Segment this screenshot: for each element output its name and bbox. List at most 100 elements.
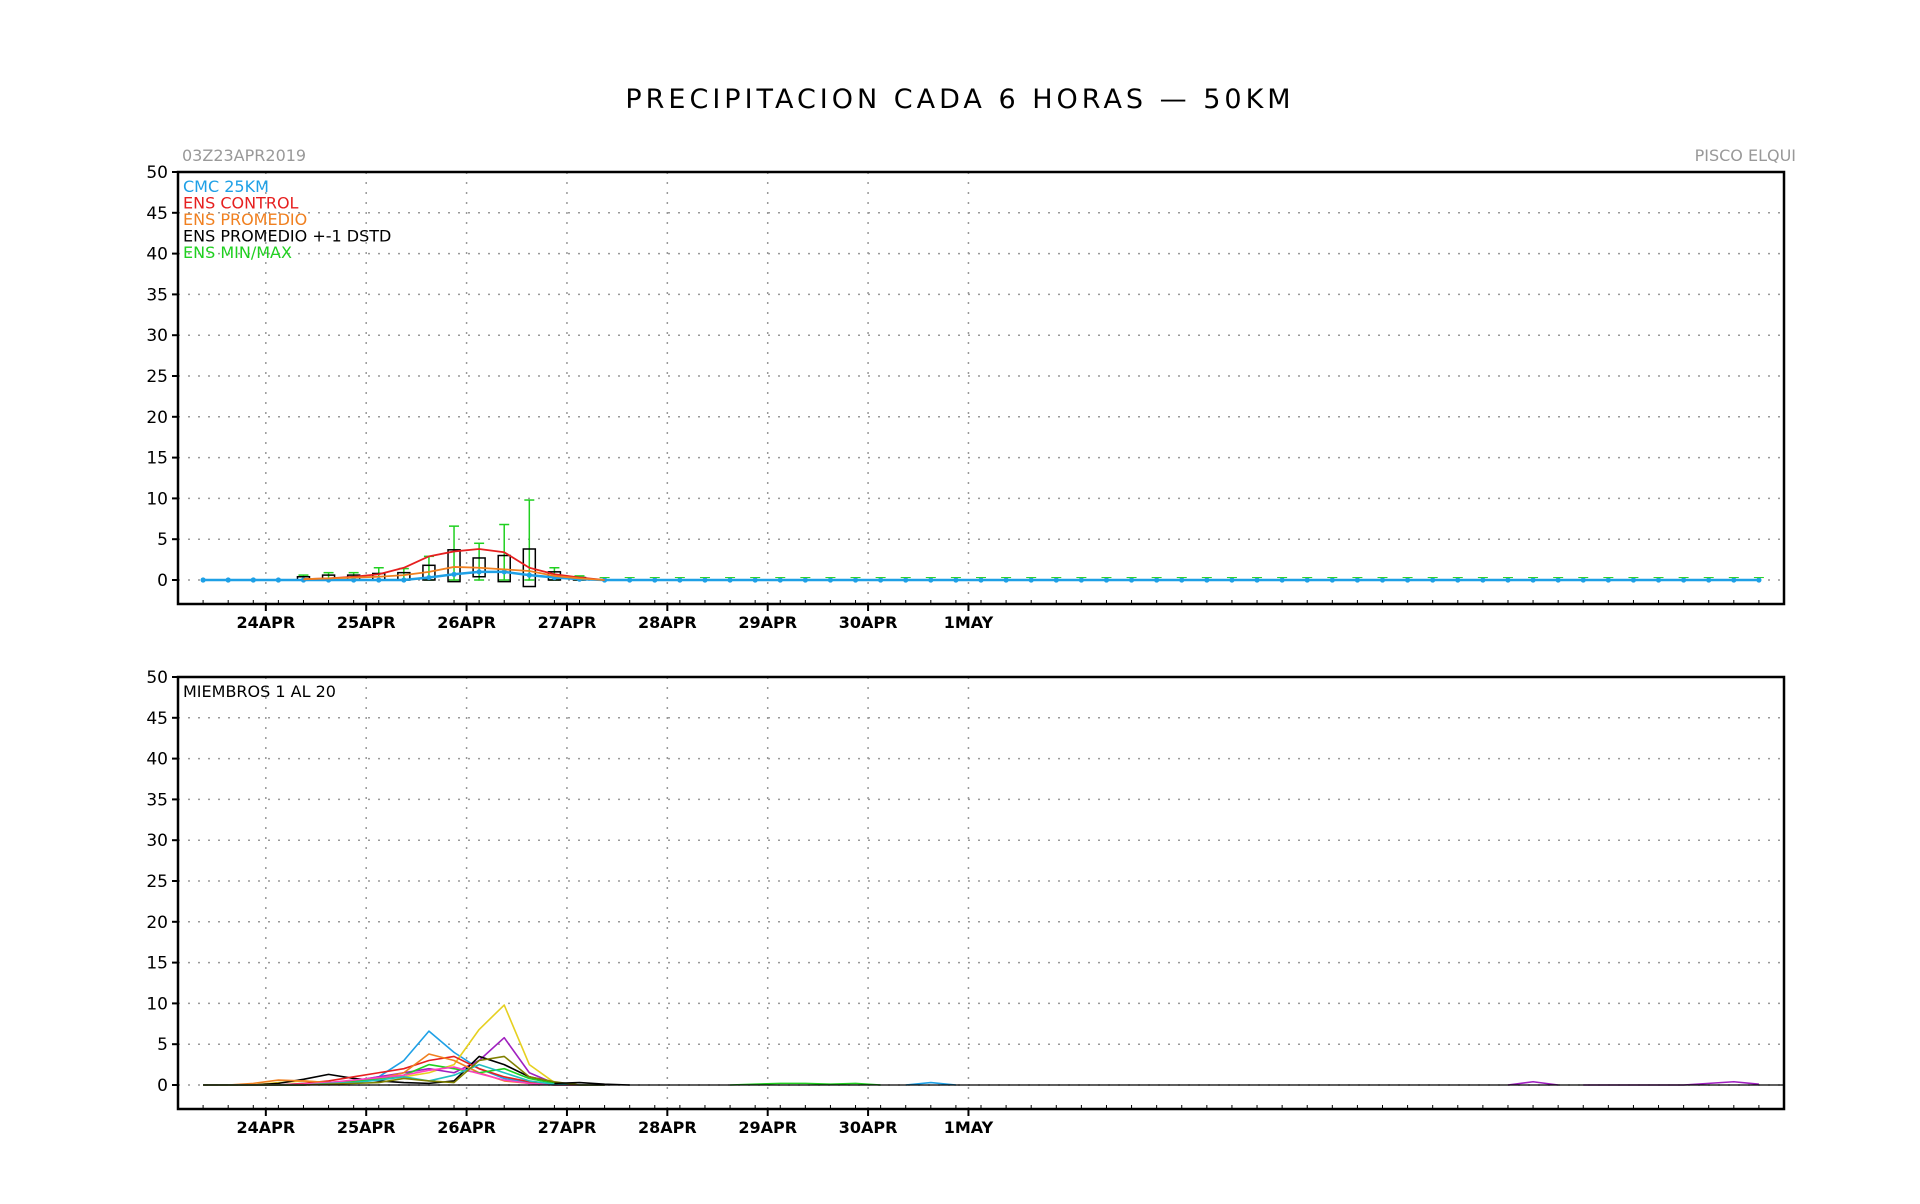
y-tick-label: 20 bbox=[146, 408, 168, 428]
y-tick-label: 35 bbox=[146, 285, 168, 305]
cmc-point bbox=[501, 569, 507, 575]
cmc-point bbox=[978, 577, 984, 583]
cmc-point bbox=[1379, 577, 1386, 583]
y-tick-label: 35 bbox=[146, 790, 168, 810]
legend-entry: ENS PROMEDIO bbox=[183, 210, 307, 229]
cmc-point bbox=[1605, 577, 1611, 583]
cmc-point bbox=[225, 577, 231, 583]
y-tick-label: 50 bbox=[146, 163, 168, 183]
cmc-point bbox=[1154, 577, 1160, 583]
y-tick-label: 15 bbox=[146, 954, 168, 974]
y-tick-label: 45 bbox=[146, 709, 168, 729]
cmc-point bbox=[451, 571, 457, 577]
y-tick-label: 0 bbox=[157, 1076, 168, 1096]
chart-title: PRECIPITACION CADA 6 HORAS — 50KM bbox=[625, 84, 1294, 115]
cmc-point bbox=[351, 577, 357, 583]
cmc-point bbox=[827, 577, 834, 583]
cmc-point bbox=[526, 572, 532, 578]
cmc-point bbox=[1505, 577, 1511, 583]
cmc-point bbox=[1455, 577, 1461, 583]
x-tick-label: 25APR bbox=[337, 613, 396, 632]
cmc-point bbox=[1254, 577, 1260, 583]
x-tick-label: 30APR bbox=[839, 1118, 898, 1137]
y-tick-label: 25 bbox=[146, 872, 168, 892]
cmc-point bbox=[702, 577, 708, 583]
cmc-point bbox=[652, 577, 658, 583]
x-tick-label: 28APR bbox=[638, 1118, 697, 1137]
top-panel: 0 5 10 15 20 25 30 35 40 45 50 24APR 25APR 26APR 27APR… bbox=[146, 163, 1786, 632]
x-tick-label: 1MAY bbox=[944, 1118, 994, 1137]
dstd-box bbox=[522, 548, 537, 588]
cmc-point bbox=[1128, 577, 1135, 583]
cmc-point bbox=[802, 577, 808, 583]
cmc-point bbox=[627, 577, 633, 583]
cmc-point bbox=[1404, 577, 1411, 583]
cmc-point bbox=[1103, 577, 1110, 583]
x-tick-label: 26APR bbox=[437, 613, 496, 632]
x-tick-label: 1MAY bbox=[944, 613, 994, 632]
cmc-point bbox=[1530, 577, 1536, 583]
cmc-point bbox=[1580, 577, 1586, 583]
cmc-point bbox=[401, 577, 407, 583]
cmc-point bbox=[1329, 577, 1335, 583]
cmc-point bbox=[1179, 577, 1185, 583]
promedio-series-line bbox=[303, 566, 605, 581]
cmc-point bbox=[1555, 577, 1561, 583]
cmc-point bbox=[727, 577, 733, 583]
cmc-point bbox=[903, 577, 909, 583]
x-tick-label: 25APR bbox=[337, 1118, 396, 1137]
legend-entry: CMC 25KM bbox=[183, 177, 269, 196]
member-series-line bbox=[730, 1082, 881, 1086]
cmc-point bbox=[476, 569, 482, 575]
y-tick-label: 10 bbox=[146, 489, 168, 509]
cmc-point bbox=[1028, 577, 1034, 583]
y-tick-label: 45 bbox=[146, 204, 168, 224]
cmc-point bbox=[752, 577, 758, 583]
cmc-point bbox=[1078, 577, 1084, 583]
cmc-point bbox=[1480, 577, 1486, 583]
y-tick-label: 40 bbox=[146, 750, 168, 770]
x-tick-label: 26APR bbox=[437, 1118, 496, 1137]
cmc-point bbox=[1681, 577, 1687, 583]
y-tick-label: 25 bbox=[146, 367, 168, 387]
cmc-point bbox=[275, 577, 281, 583]
legend-entry: ENS MIN/MAX bbox=[183, 243, 292, 262]
y-tick-label: 50 bbox=[146, 668, 168, 688]
y-tick-label: 40 bbox=[146, 245, 168, 265]
y-tick-label: 15 bbox=[146, 449, 168, 469]
members-annotation: MIEMBROS 1 AL 20 bbox=[183, 682, 336, 701]
bottom-panel: 0 5 10 15 20 25 30 35 40 45 50 24APR 25APR 26APR 27APR… bbox=[146, 668, 1786, 1137]
x-tick-label: 24APR bbox=[236, 1118, 295, 1137]
cmc-point bbox=[878, 577, 884, 583]
cmc-point bbox=[677, 577, 683, 583]
cmc-point bbox=[1655, 577, 1662, 583]
cmc-point bbox=[852, 577, 859, 583]
cmc-point bbox=[1229, 577, 1235, 583]
y-tick-label: 0 bbox=[157, 571, 168, 591]
x-tick-label: 29APR bbox=[738, 1118, 797, 1137]
cmc-point bbox=[376, 577, 382, 583]
y-tick-label: 5 bbox=[157, 530, 168, 550]
plot-frame bbox=[176, 675, 1786, 1111]
dstd-box bbox=[447, 549, 461, 583]
cmc-point bbox=[200, 577, 206, 583]
cmc-point bbox=[1204, 577, 1210, 583]
cmc-point bbox=[1756, 577, 1762, 583]
cmc-point bbox=[1354, 577, 1361, 583]
cmc-point bbox=[250, 577, 256, 583]
x-tick-label: 27APR bbox=[538, 613, 597, 632]
plot-frame bbox=[176, 170, 1786, 606]
cmc-point bbox=[1003, 577, 1009, 583]
run-label: 03Z23APR2019 bbox=[182, 146, 306, 165]
x-tick-label: 29APR bbox=[738, 613, 797, 632]
location-label: PISCO ELQUI bbox=[1695, 146, 1796, 165]
y-tick-label: 30 bbox=[146, 326, 168, 346]
cmc-point bbox=[1053, 577, 1059, 583]
cmc-point bbox=[1430, 577, 1436, 583]
y-tick-label: 10 bbox=[146, 994, 168, 1014]
cmc-point bbox=[928, 577, 934, 583]
y-tick-label: 30 bbox=[146, 831, 168, 851]
cmc-point bbox=[426, 574, 432, 581]
